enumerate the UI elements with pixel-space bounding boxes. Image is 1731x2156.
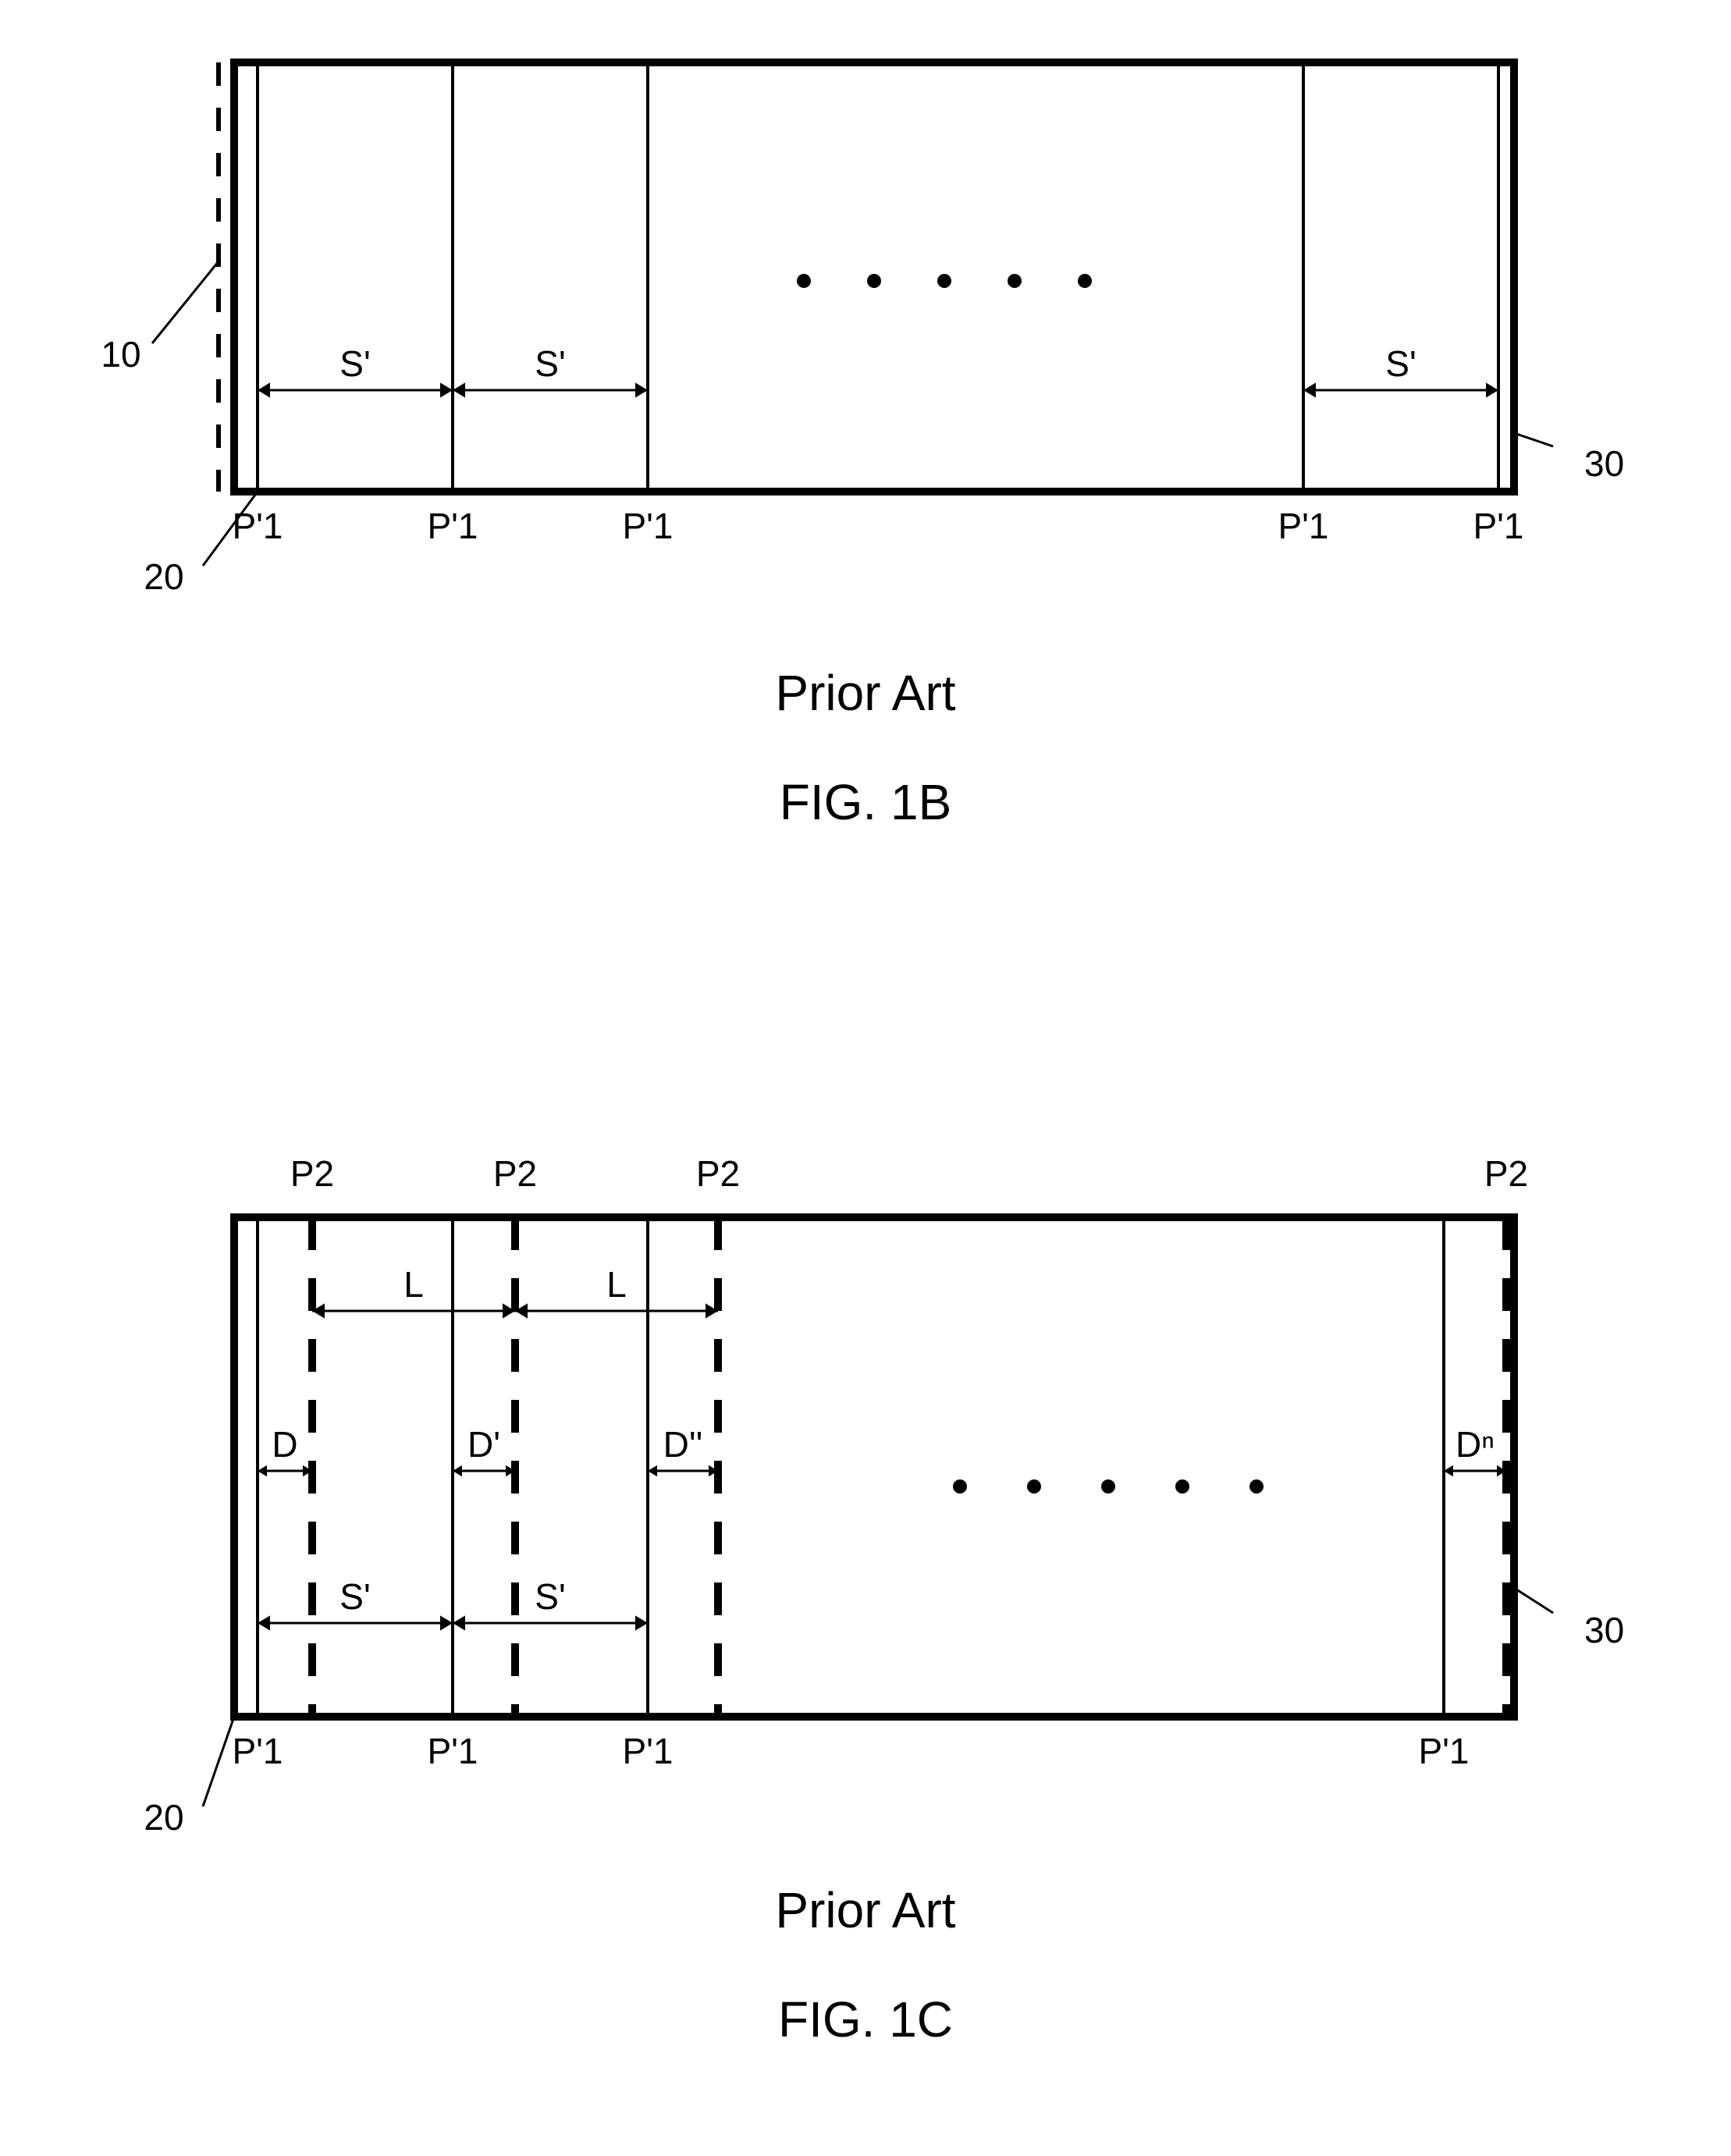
p2-label: P2 (493, 1153, 537, 1194)
dim-label: L (403, 1264, 424, 1305)
dim-label: D' (467, 1424, 500, 1465)
pline-label: P'1 (427, 1731, 478, 1771)
pline-label: P'1 (232, 1731, 283, 1771)
dim-label: D'' (663, 1424, 703, 1465)
figure-canvas: P'1 P'1 P'1 P'1 P'1 S' S' S' 10 20 30 Prior Art FIG.… (0, 0, 1731, 2156)
pline-label: P'1 (1278, 506, 1328, 546)
dim-label: S' (339, 1576, 370, 1617)
ellipsis-dot (1027, 1479, 1041, 1494)
caption-fig1b: FIG. 1B (780, 774, 952, 830)
ellipsis-dot (1101, 1479, 1115, 1494)
ref-30: 30 (1584, 1610, 1624, 1650)
caption-prior-art: Prior Art (775, 1882, 955, 1938)
ref-30: 30 (1584, 443, 1624, 484)
leader (1514, 1588, 1553, 1613)
dim-label: S' (339, 343, 370, 384)
arrow-head (440, 1615, 453, 1630)
dim-label: S' (535, 1576, 565, 1617)
arrow-head (1303, 382, 1316, 397)
ref-20: 20 (144, 556, 183, 597)
arrow-head (440, 382, 453, 397)
ellipsis-dot (1008, 274, 1022, 288)
dim-label: L (606, 1264, 627, 1305)
ellipsis-dot (953, 1479, 967, 1494)
ellipsis-dot (1249, 1479, 1264, 1494)
arrow-head (635, 1615, 648, 1630)
pline-label: P'1 (427, 506, 478, 546)
arrow-head (453, 382, 465, 397)
arrow-head (635, 382, 648, 397)
ref-10: 10 (101, 334, 140, 375)
ellipsis-dot (797, 274, 811, 288)
dim-label: D (272, 1424, 297, 1465)
pline-label: P'1 (622, 1731, 673, 1771)
leader (203, 1717, 234, 1806)
arrow-head (258, 382, 270, 397)
pline-label: P'1 (1418, 1731, 1469, 1771)
fig1c-frame (234, 1217, 1514, 1717)
ref-20: 20 (144, 1797, 183, 1838)
pline-label: P'1 (1473, 506, 1523, 546)
ellipsis-dot (1078, 274, 1092, 288)
caption-fig1c: FIG. 1C (778, 1991, 953, 2048)
p2-label: P2 (1484, 1153, 1528, 1194)
leader (1514, 433, 1553, 446)
arrow-head (258, 1615, 270, 1630)
arrow-head (453, 1615, 465, 1630)
caption-prior-art: Prior Art (775, 665, 955, 721)
arrow-head (1486, 382, 1498, 397)
pline-label: P'1 (622, 506, 673, 546)
ellipsis-dot (1175, 1479, 1189, 1494)
dim-label: Dⁿ (1456, 1424, 1495, 1465)
dim-label: S' (1385, 343, 1416, 384)
dim-label: S' (535, 343, 565, 384)
p2-label: P2 (290, 1153, 334, 1194)
ellipsis-dot (867, 274, 881, 288)
leader (152, 261, 219, 343)
pline-label: P'1 (232, 506, 283, 546)
p2-label: P2 (696, 1153, 740, 1194)
ellipsis-dot (937, 274, 951, 288)
